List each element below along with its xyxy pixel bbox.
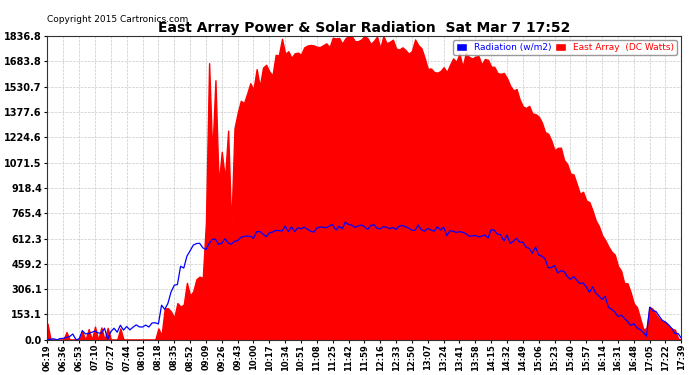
Legend: Radiation (w/m2), East Array  (DC Watts): Radiation (w/m2), East Array (DC Watts) — [453, 40, 677, 55]
Text: Copyright 2015 Cartronics.com: Copyright 2015 Cartronics.com — [48, 15, 189, 24]
Title: East Array Power & Solar Radiation  Sat Mar 7 17:52: East Array Power & Solar Radiation Sat M… — [158, 21, 571, 35]
